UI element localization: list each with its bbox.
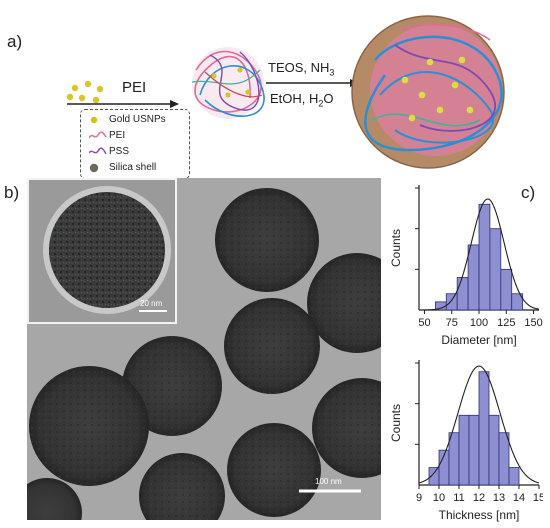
diameter-x-ticks: 50 75 100 125 150 [418,310,543,329]
diameter-bars [434,203,524,311]
legend-label-pei: PEI [109,130,126,141]
diameter-y-axis-label: Counts [389,229,403,267]
main-scale-label: 100 nm [315,477,342,486]
arrow-2-icon [266,79,359,87]
step1-reagent-label: PEI [122,79,147,96]
histogram-bar [489,228,502,311]
tem-particles [27,188,381,520]
histogram-bar [488,414,500,486]
thickness-y-ticks [415,362,419,445]
histogram-bar [458,414,470,486]
x-tick-label: 50 [418,317,430,329]
tem-micrograph [27,178,381,520]
thickness-histogram: 9 10 11 12 13 14 15 Thickness [nm] Counts [389,360,543,522]
x-tick-label: 12 [473,492,485,504]
histogram-bar [445,293,458,311]
histogram-bar [468,414,480,486]
pss-strand-icon [88,147,107,155]
histogram-bar [498,432,510,486]
legend-item-silica: Silica shell [89,162,156,177]
step2-line2-suffix: O [323,91,334,106]
gold-dot-icon [90,116,98,124]
histogram-bar [511,293,524,311]
thickness-y-axis-label: Counts [389,404,403,442]
panel-label-a: a) [7,32,23,51]
synthesis-scheme [66,15,505,169]
x-tick-label: 9 [416,492,422,504]
x-tick-label: 14 [513,492,525,504]
x-tick-label: 125 [497,317,515,329]
legend-item-pei: PEI [88,130,125,145]
x-tick-label: 150 [524,317,542,329]
diameter-x-axis-label: Diameter [nm] [441,333,516,347]
histogram-bar [456,277,469,311]
thickness-x-ticks: 9 10 11 12 13 14 15 [416,485,543,504]
x-tick-label: 10 [433,492,445,504]
tem-image-main: 100 nm [27,178,381,520]
polymer-tangle-icon [191,47,265,119]
pei-strand-icon [88,131,107,139]
inset-scale-label: 20 nm [140,299,163,308]
step2-reagent-line1: TEOS, NH3 [268,60,334,78]
step2-line1-subscript: 3 [329,67,335,78]
histogram-bar [500,268,513,311]
tem-inset-micrograph [29,180,175,322]
diameter-histogram: 50 75 100 125 150 Diameter [nm] Counts [389,185,543,347]
arrow-1-icon [67,100,179,108]
step2-line1-text: TEOS, NH [268,60,330,75]
thickness-gaussian-fit [418,365,540,484]
histogram-bar [478,371,490,486]
panel-label-c: c) [521,183,536,202]
gold-usnps-cluster [66,80,104,104]
thickness-x-axis-label: Thickness [nm] [439,508,520,522]
x-tick-label: 13 [493,492,505,504]
legend-label-gold: Gold USNPs [109,114,166,125]
legend-box: Gold USNPs PEI PSS Silica shell [80,109,190,179]
diameter-y-ticks [415,187,419,270]
histogram-bar [467,244,480,311]
x-tick-label: 15 [533,492,543,504]
panel-label-b: b) [4,183,20,202]
thickness-bars [428,371,520,486]
step2-reagent-line2: EtOH, H2O [270,91,334,109]
tem-image-inset: 20 nm [27,178,177,324]
legend-label-pss: PSS [109,146,130,157]
histogram-bar [478,203,491,311]
x-tick-label: 75 [446,317,458,329]
histogram-bar [508,467,520,486]
diameter-gaussian-fit [419,198,540,311]
x-tick-label: 100 [470,317,488,329]
legend-label-silica: Silica shell [109,162,157,173]
silica-coated-particle-icon [351,15,505,169]
histogram-bar [448,432,460,486]
step2-line2-text: EtOH, H [270,91,319,106]
silica-sphere-icon [89,163,99,173]
step2-line2-subscript: 2 [318,98,324,109]
x-tick-label: 11 [453,492,464,504]
legend-item-gold: Gold USNPs [89,114,166,129]
legend-item-pss: PSS [88,146,129,161]
